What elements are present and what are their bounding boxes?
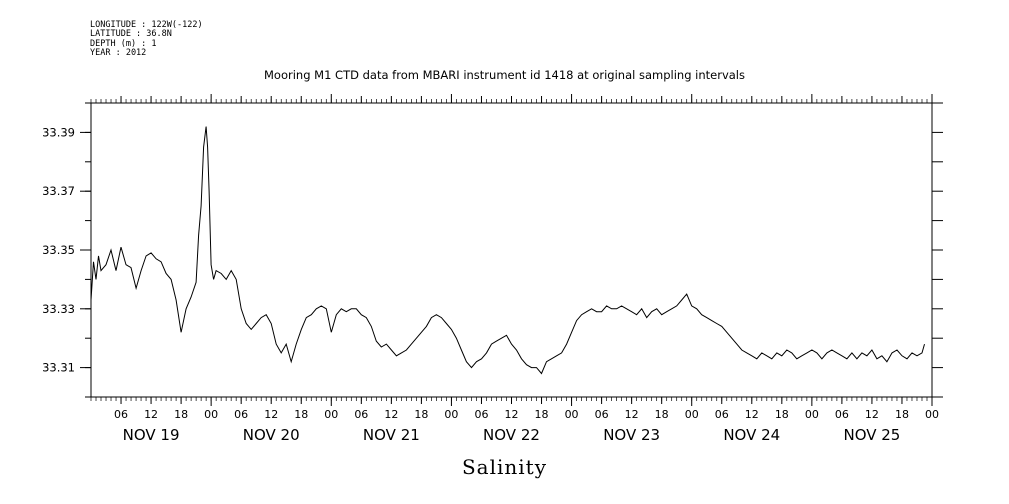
x-tick-label: 12: [745, 408, 759, 421]
x-tick-label: 06: [474, 408, 488, 421]
x-tick-label: 12: [144, 408, 158, 421]
x-tick-label: 00: [685, 408, 699, 421]
latitude-label: LATITUDE : 36.8N: [90, 29, 172, 40]
depth-label: DEPTH (m) : 1: [90, 38, 157, 49]
x-tick-label: 06: [835, 408, 849, 421]
x-tick-label: 18: [895, 408, 909, 421]
metadata-header: LONGITUDE : 122W(-122) LATITUDE : 36.8N …: [90, 20, 203, 59]
x-axis-title: Salinity: [461, 455, 548, 479]
x-tick-label: 00: [565, 408, 579, 421]
x-tick-label: 18: [414, 408, 428, 421]
x-tick-label: 18: [294, 408, 308, 421]
x-tick-label: 00: [444, 408, 458, 421]
x-tick-label: 18: [775, 408, 789, 421]
x-tick-label: 18: [535, 408, 549, 421]
x-tick-label: 18: [174, 408, 188, 421]
x-tick-label: 00: [204, 408, 218, 421]
plot-frame: [90, 102, 933, 398]
plot-frame-group: [90, 102, 933, 398]
x-tick-label: 00: [925, 408, 939, 421]
x-tick-label: 06: [234, 408, 248, 421]
x-tick-label: 06: [715, 408, 729, 421]
x-tick-label: 12: [264, 408, 278, 421]
x-day-label: NOV 19: [123, 426, 180, 444]
x-day-label: NOV 21: [363, 426, 420, 444]
year-label: YEAR : 2012: [90, 48, 147, 59]
x-tick-label: 12: [384, 408, 398, 421]
x-tick-label: 00: [805, 408, 819, 421]
longitude-label: LONGITUDE : 122W(-122): [90, 20, 203, 30]
x-tick-label: 12: [505, 408, 519, 421]
y-tick-label: 33.35: [42, 243, 75, 257]
x-day-label: NOV 23: [603, 426, 660, 444]
x-tick-label: 00: [324, 408, 338, 421]
axis-ticks-group: [80, 94, 943, 406]
y-tick-label: 33.37: [42, 184, 75, 198]
axis-labels-group: 06 12 18 00 06 12 18 00 06 12 18 00 06 12 18 00 06 12 18 00…: [42, 125, 939, 444]
x-tick-label: 18: [655, 408, 669, 421]
x-tick-label: 12: [625, 408, 639, 421]
y-tick-label: 33.39: [42, 125, 75, 139]
x-day-label: NOV 24: [723, 426, 780, 444]
chart-title: Mooring M1 CTD data from MBARI instrumen…: [264, 68, 745, 82]
y-tick-label: 33.31: [42, 361, 75, 375]
x-day-label: NOV 20: [243, 426, 300, 444]
x-tick-label: 12: [865, 408, 879, 421]
y-tick-label: 33.33: [42, 302, 75, 316]
x-day-label: NOV 25: [843, 426, 900, 444]
x-tick-label: 06: [354, 408, 368, 421]
x-day-label: NOV 22: [483, 426, 540, 444]
x-tick-label: 06: [114, 408, 128, 421]
x-tick-label: 06: [595, 408, 609, 421]
salinity-series-line: [90, 126, 925, 375]
